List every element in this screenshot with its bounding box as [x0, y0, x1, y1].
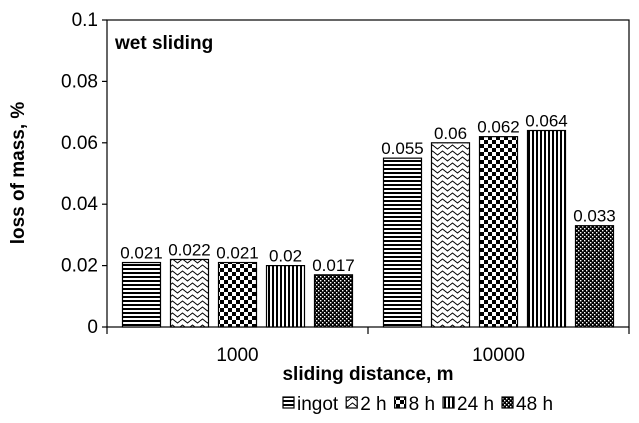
data-label: 0.021: [216, 244, 259, 263]
data-label: 0.055: [381, 139, 424, 158]
data-label: 0.062: [477, 118, 520, 137]
data-label: 0.022: [168, 240, 211, 259]
chart-annotation: wet sliding: [114, 33, 213, 54]
legend-swatch: [345, 396, 358, 409]
data-label: 0.06: [434, 124, 467, 143]
legend-label: ingot: [297, 394, 339, 415]
bar-8h-1000: [217, 261, 258, 328]
legend: ingot 2 h 8 h 24 h 48 h: [282, 394, 553, 415]
data-label: 0.02: [269, 247, 302, 266]
data-label: 0.017: [312, 256, 355, 275]
bar-2h-10000: [430, 142, 471, 328]
y-tick-label: 0.04: [61, 194, 98, 215]
bar-48h-10000: [574, 225, 615, 328]
y-axis-title: loss of mass, %: [8, 102, 29, 245]
legend-label: 2 h: [360, 394, 386, 415]
data-label: 0.064: [525, 112, 568, 131]
bar-48h-1000: [313, 274, 354, 328]
legend-swatch: [501, 396, 514, 409]
y-tick-label: 0.06: [61, 133, 98, 154]
x-axis-title: sliding distance, m: [282, 364, 453, 385]
y-tick-label: 0: [87, 317, 98, 338]
y-axis: 0 0.02 0.04 0.06 0.08 0.1: [61, 10, 107, 338]
bar-ingot-1000: [121, 261, 162, 328]
x-tick-label: 1000: [216, 345, 258, 366]
bar-8h-10000: [478, 136, 519, 328]
legend-swatch: [282, 396, 295, 409]
x-axis: 1000 10000: [106, 327, 630, 366]
legend-swatch: [394, 396, 407, 409]
bar-2h-1000: [169, 258, 210, 328]
y-tick-label: 0.02: [61, 256, 98, 277]
legend-label: 24 h: [457, 394, 494, 415]
y-tick-label: 0.08: [61, 71, 98, 92]
bar-ingot-10000: [382, 157, 423, 328]
data-label: 0.033: [573, 207, 616, 226]
data-labels: 0.021 0.022 0.021 0.02 0.017 0.055 0.06 0.062 0.…: [120, 112, 616, 275]
bar-24h-10000: [526, 129, 567, 328]
legend-label: 8 h: [409, 394, 435, 415]
bars: [121, 129, 615, 328]
legend-label: 48 h: [516, 394, 553, 415]
x-tick-label: 10000: [472, 345, 525, 366]
legend-swatch: [442, 396, 455, 409]
data-label: 0.021: [120, 244, 163, 263]
y-tick-label: 0.1: [72, 10, 98, 31]
bar-24h-1000: [265, 265, 306, 328]
